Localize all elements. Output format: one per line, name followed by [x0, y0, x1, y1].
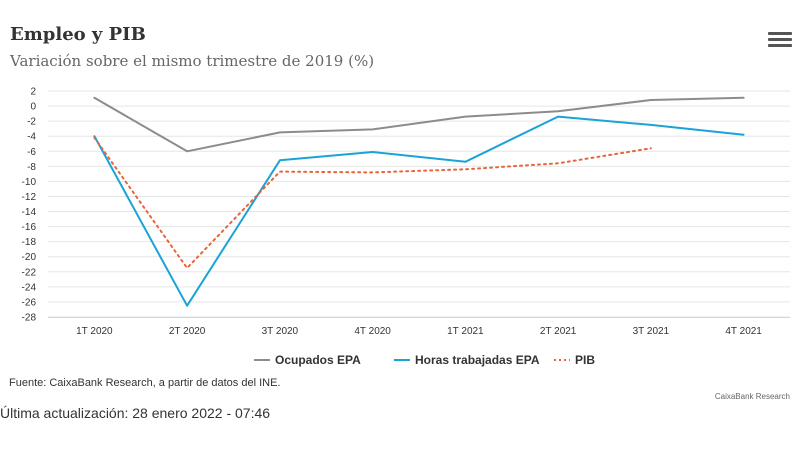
chart-title: Empleo y PIB [10, 24, 146, 45]
y-tick-label: -14 [22, 207, 37, 218]
source-note: Fuente: CaixaBank Research, a partir de … [9, 377, 281, 389]
y-tick-label: -12 [22, 192, 37, 203]
y-tick-label: -8 [27, 162, 36, 173]
y-tick-label: -2 [27, 117, 36, 128]
y-tick-label: -20 [22, 252, 37, 263]
y-tick-label: -26 [22, 297, 37, 308]
y-tick-label: -10 [22, 177, 37, 188]
legend-item-label: Horas trabajadas EPA [415, 353, 540, 367]
y-tick-label: -18 [22, 237, 37, 248]
y-tick-label: -4 [27, 132, 36, 143]
series-line-pib [93, 136, 652, 269]
x-tick-label: 4T 2020 [354, 326, 391, 337]
y-tick-label: -16 [22, 222, 37, 233]
x-tick-label: 2T 2020 [169, 326, 206, 337]
x-tick-label: 1T 2020 [76, 326, 113, 337]
x-tick-label: 4T 2021 [725, 326, 762, 337]
y-tick-label: -24 [22, 282, 37, 293]
last-updated: Última actualización: 28 enero 2022 - 07… [0, 405, 271, 421]
y-tick-label: 0 [30, 102, 36, 113]
line-chart: 2 0 -2 -4 -6 -8 -10 -12 -14 -16 -18 -20 -22 -24 -26 -28… [22, 87, 790, 367]
x-tick-label: 1T 2021 [447, 326, 484, 337]
x-tick-label: 2T 2021 [540, 326, 577, 337]
credit-link[interactable]: CaixaBank Research [714, 392, 790, 401]
series-line-horas-trabajadas-epa [93, 115, 745, 307]
x-tick-label: 3T 2020 [262, 326, 299, 337]
legend-item-label: PIB [575, 353, 595, 367]
chart-subtitle: Variación sobre el mismo trimestre de 20… [10, 52, 375, 70]
y-tick-label: -22 [22, 267, 37, 278]
hamburger-menu-icon[interactable] [768, 32, 792, 50]
series-line-ocupados-epa [93, 96, 745, 153]
y-tick-label: -28 [22, 313, 37, 324]
y-tick-label: -6 [27, 147, 36, 158]
x-tick-label: 3T 2021 [633, 326, 670, 337]
y-tick-label: 2 [30, 87, 36, 98]
legend-item-label: Ocupados EPA [275, 353, 361, 367]
